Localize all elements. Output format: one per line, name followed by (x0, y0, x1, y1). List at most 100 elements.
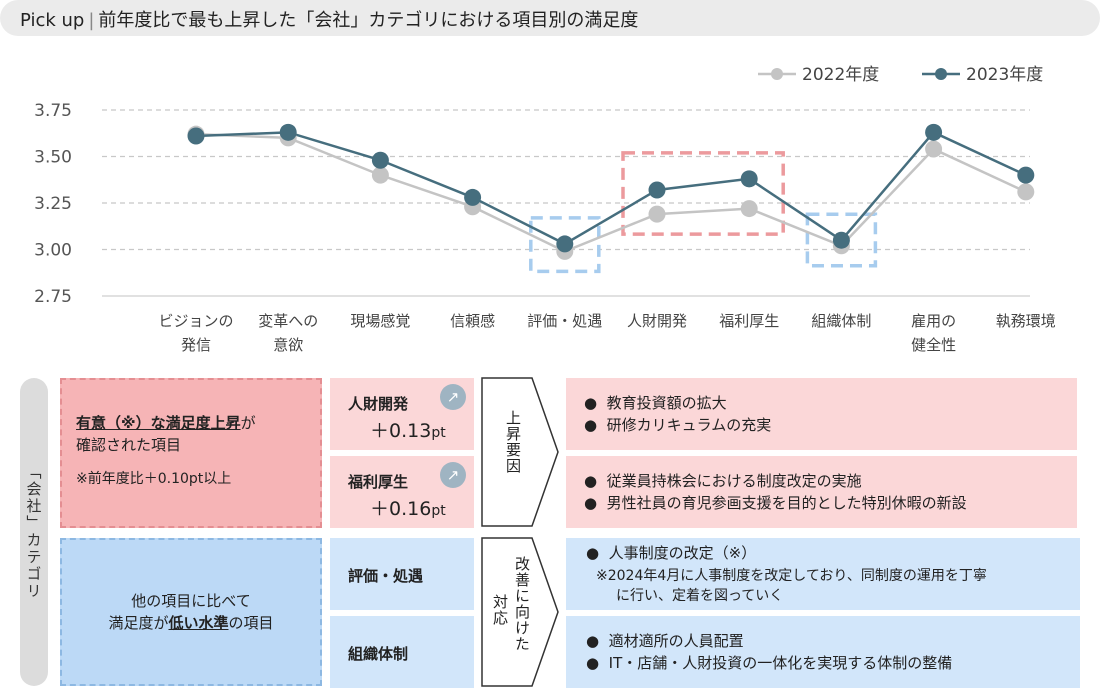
y-tick-label: 3.75 (34, 101, 72, 121)
detail-line: ● 人事制度の改定（※） (586, 542, 756, 564)
legend-marker (935, 68, 947, 80)
data-point-0 (648, 205, 666, 223)
response-arrow-shape (481, 537, 559, 687)
chart-grid: 3.75 3.50 3.25 3.00 2.75 (34, 101, 1030, 307)
y-tick-label: 3.00 (34, 241, 72, 261)
series-line-1 (195, 130, 1027, 246)
low-group-box: 他の項目に比べて 満足度が低い水準の項目 (60, 538, 322, 686)
rise-group-emphasis: 有意（※）な満足度上昇 (76, 414, 241, 432)
detail-line: ● 研修カリキュラムの充実 (584, 414, 771, 436)
highlight-box (621, 151, 785, 236)
item-cell-fukuri: 福利厚生 ↗ ＋0.16pt (330, 456, 474, 528)
item-value-jinzai: ＋0.13pt (370, 416, 446, 443)
detail-box-fukuri: ● 従業員持株会における制度改定の実施 ● 男性社員の育児参画支援を目的とした特… (566, 456, 1077, 528)
category-pill (20, 378, 48, 686)
detail-note-1: ※2024年4月に人事制度を改定しており、同制度の運用を丁寧 (596, 568, 987, 584)
chart-legend: 2022年度 2023年度 (758, 65, 1043, 85)
title-main: 前年度比で最も上昇した「会社」カテゴリにおける項目別の満足度 (98, 10, 639, 31)
x-tick-label: 信頼感 (450, 312, 495, 330)
item-value-jinzai-unit: pt (431, 425, 446, 441)
detail-line: ● 男性社員の育児参画支援を目的とした特別休暇の新設 (584, 492, 967, 514)
item-value-jinzai-number: ＋0.13 (370, 420, 432, 442)
low-group-emphasis: 低い水準 (168, 614, 229, 632)
item-cell-soshiki: 組織体制 (330, 616, 474, 688)
factor-arrows (481, 377, 559, 687)
x-tick-label: 現場感覚 (350, 312, 410, 330)
legend-label: 2022年度 (802, 65, 879, 85)
bullet-mark: ● (584, 416, 598, 434)
series-line-0 (195, 132, 1027, 253)
title-prefix: Pick up (20, 10, 85, 31)
data-point-1 (925, 123, 943, 141)
item-value-fukuri-number: ＋0.16 (370, 498, 432, 520)
data-point-0 (925, 140, 943, 158)
item-cell-jinzai: 人財開発 ↗ ＋0.13pt (330, 378, 474, 450)
x-tick-label: 福利厚生 (719, 312, 779, 330)
y-tick-label: 3.50 (34, 148, 72, 168)
item-name-soshiki: 組織体制 (348, 645, 409, 663)
data-point-1 (832, 231, 850, 249)
x-tick-label: 執務環境 (996, 312, 1056, 330)
item-name-jinzai: 人財開発 (348, 395, 409, 413)
low-group-text: 他の項目に比べて 満足度が低い水準の項目 (62, 590, 320, 634)
rise-group-heading: 有意（※）な満足度上昇が 確認された項目 (76, 412, 256, 456)
data-point-1 (1017, 166, 1035, 184)
rise-group-line2: 確認された項目 (76, 436, 182, 454)
arrow-up-right-icon: ↗ (440, 384, 466, 410)
bullet-mark: ● (584, 472, 598, 490)
detail-text: 適材適所の人員配置 (608, 632, 744, 650)
rise-group-box: 有意（※）な満足度上昇が 確認された項目 ※前年度比＋0.10pt以上 (60, 378, 322, 528)
item-value-fukuri: ＋0.16pt (370, 494, 446, 521)
detail-line: ● 教育投資額の拡大 (584, 392, 727, 414)
data-point-0 (371, 166, 389, 184)
highlight-box (805, 212, 878, 268)
arrow-up-right-icon: ↗ (440, 462, 466, 488)
low-group-line2-pre: 満足度が (108, 614, 169, 632)
x-tick-label: 組織体制 (811, 312, 871, 330)
chart-series (187, 123, 1035, 260)
x-tick-label: ビジョンの (158, 312, 233, 330)
data-point-1 (371, 151, 389, 169)
detail-line: ● 適材適所の人員配置 (586, 630, 744, 652)
detail-text: 人事制度の改定（※） (608, 544, 757, 562)
bullet-mark: ● (584, 394, 598, 412)
data-point-1 (556, 235, 574, 253)
bullet-mark: ● (586, 632, 600, 650)
y-tick-label: 3.25 (34, 194, 72, 214)
data-point-0 (740, 200, 758, 218)
detail-text: 研修カリキュラムの充実 (606, 416, 772, 434)
item-cell-hyoka: 評価・処遇 (330, 538, 474, 610)
x-tick-label: 評価・処遇 (527, 312, 602, 330)
detail-text: IT・店舗・人財投資の一体化を実現する体制の整備 (608, 654, 953, 672)
category-label: 「会社」カテゴリ (24, 464, 43, 600)
data-point-1 (648, 181, 666, 199)
legend-marker (771, 68, 783, 80)
highlight-box (529, 216, 601, 274)
detail-note-2: に行い、定着を図っていく (616, 588, 784, 604)
item-name-hyoka: 評価・処遇 (348, 567, 424, 585)
data-point-0 (1017, 183, 1035, 201)
detail-text: 男性社員の育児参画支援を目的とした特別休暇の新設 (606, 494, 967, 512)
x-tick-label: 人財開発 (627, 312, 687, 330)
rise-group-note: ※前年度比＋0.10pt以上 (76, 471, 232, 487)
response-label-2: 対応 (491, 594, 509, 626)
factor-label: 上昇要因 (504, 410, 522, 474)
low-group-line2-post: の項目 (228, 614, 274, 632)
x-tick-label: 発信 (181, 336, 211, 354)
detail-box-hyoka: ● 人事制度の改定（※） ※2024年4月に人事制度を改定しており、同制度の運用… (566, 538, 1080, 610)
data-point-1 (187, 127, 205, 145)
factor-arrow-shape (481, 377, 559, 527)
bullet-mark: ● (586, 654, 600, 672)
detail-text: 従業員持株会における制度改定の実施 (606, 472, 862, 490)
title-bar (0, 0, 1100, 36)
x-tick-label: 変革への (258, 312, 318, 330)
y-tick-label: 2.75 (34, 287, 72, 307)
low-group-line1: 他の項目に比べて (131, 592, 251, 610)
chart-highlight-boxes (529, 151, 878, 274)
data-point-1 (464, 188, 482, 206)
response-label-1: 改善に向けた (513, 556, 531, 652)
bullet-mark: ● (584, 494, 598, 512)
item-value-fukuri-unit: pt (431, 503, 446, 519)
